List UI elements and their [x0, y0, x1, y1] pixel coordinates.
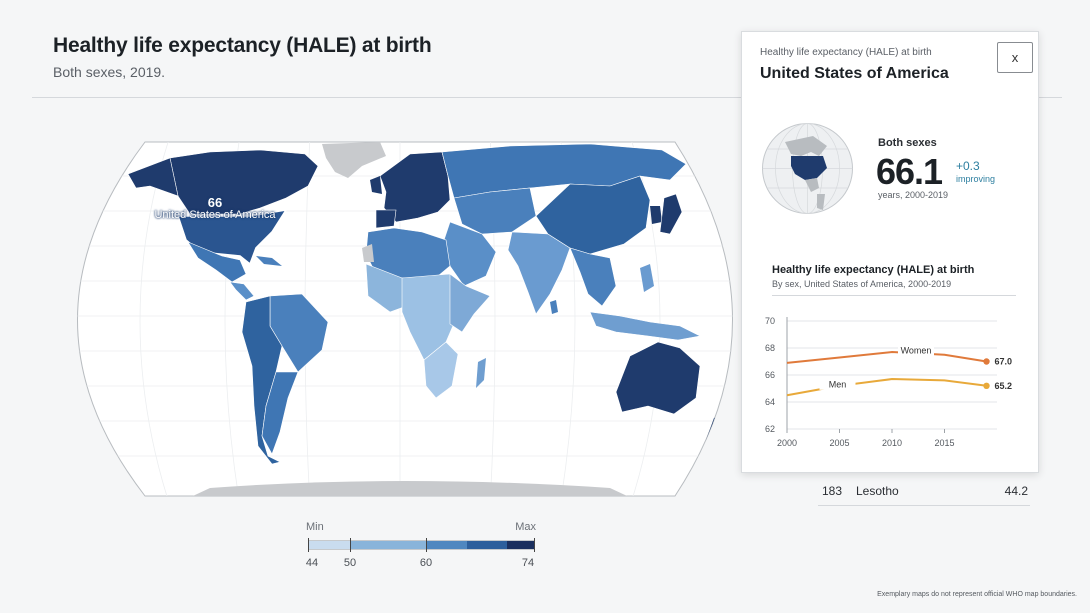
- chart-title: Healthy life expectancy (HALE) at birth: [772, 264, 975, 276]
- country-central-america[interactable]: [229, 281, 255, 301]
- country-philippines[interactable]: [640, 264, 654, 292]
- country-andes[interactable]: [241, 295, 283, 465]
- country-east-africa[interactable]: [449, 273, 491, 333]
- stat-trend: improving: [956, 174, 996, 184]
- country-antarctica[interactable]: [180, 481, 640, 502]
- stat-value: 66.1: [876, 151, 943, 192]
- legend-tick-mark-50: [350, 538, 351, 552]
- x-tick-label: 2015: [934, 438, 954, 448]
- country-madagascar[interactable]: [476, 358, 486, 388]
- legend-swatch-5: [507, 541, 534, 549]
- country-europe[interactable]: [379, 151, 451, 223]
- ranking-value: 44.2: [1004, 484, 1028, 498]
- y-tick-label: 62: [765, 424, 775, 434]
- country-southern-africa[interactable]: [423, 341, 459, 399]
- chart-subtitle: By sex, United States of America, 2000-2…: [772, 279, 952, 289]
- stat-group: Both sexes 66.1 +0.3 improving years, 20…: [876, 137, 995, 200]
- country-iberia[interactable]: [375, 209, 397, 229]
- country-sri-lanka[interactable]: [550, 300, 558, 314]
- legend-min-label: Min: [306, 521, 324, 533]
- stat-years: years, 2000-2019: [878, 190, 949, 200]
- country-australia[interactable]: [615, 341, 701, 415]
- selected-country-label: 66 United States of America: [148, 196, 282, 222]
- series-name-women: Women: [901, 346, 932, 356]
- map-disclaimer: Exemplary maps do not represent official…: [877, 591, 1077, 598]
- series-end-point-women: [983, 358, 990, 365]
- country-greenland[interactable]: [322, 142, 386, 178]
- globe-icon: [761, 122, 854, 215]
- series-name-bg-men: [819, 377, 856, 390]
- selected-country-name: United States of America: [154, 209, 276, 221]
- country-korea[interactable]: [650, 206, 662, 224]
- country-argentina[interactable]: [261, 371, 299, 455]
- page-subtitle: Both sexes, 2019.: [53, 64, 166, 80]
- country-canada[interactable]: [169, 149, 319, 215]
- series-name-men: Men: [829, 379, 847, 389]
- country-china[interactable]: [535, 175, 651, 255]
- header-divider: [32, 97, 1062, 98]
- country-detail-card: Healthy life expectancy (HALE) at birth …: [741, 31, 1039, 473]
- country-central-asia[interactable]: [453, 187, 537, 235]
- country-indonesia[interactable]: [589, 311, 701, 341]
- y-tick-label: 66: [765, 370, 775, 380]
- legend-tick-mark-44: [308, 538, 309, 552]
- country-uk[interactable]: [370, 176, 382, 194]
- country-west-africa[interactable]: [365, 263, 413, 313]
- x-tick-label: 2010: [882, 438, 902, 448]
- series-line-men: [786, 378, 987, 397]
- country-mexico[interactable]: [187, 241, 247, 283]
- series-end-point-men: [983, 382, 990, 389]
- ranking-rank: 183: [822, 484, 843, 498]
- legend-tick-74: 74: [521, 557, 535, 569]
- chart-divider: [772, 295, 1016, 296]
- x-tick-label: 2005: [829, 438, 849, 448]
- country-western-sahara[interactable]: [362, 244, 374, 262]
- country-alaska[interactable]: [127, 157, 179, 197]
- world-map[interactable]: 66 United States of America: [50, 136, 750, 506]
- y-tick-label: 68: [765, 343, 775, 353]
- y-tick-label: 70: [765, 316, 775, 326]
- legend-tick-44: 44: [305, 557, 319, 569]
- legend-swatch-4: [467, 541, 507, 549]
- legend-tick-50: 50: [343, 557, 357, 569]
- legend-swatch-3: [427, 541, 467, 549]
- y-tick-label: 64: [765, 397, 775, 407]
- legend-swatch-2: [351, 541, 427, 549]
- series-line-women: [786, 351, 987, 364]
- series-name-bg-women: [898, 344, 934, 357]
- page-title: Healthy life expectancy (HALE) at birth: [53, 34, 432, 57]
- country-caribbean[interactable]: [256, 256, 282, 266]
- card-country-title: United States of America: [760, 65, 949, 82]
- country-north-africa[interactable]: [365, 227, 451, 279]
- legend-swatch-1: [309, 541, 351, 549]
- country-japan[interactable]: [659, 193, 683, 235]
- stat-delta: +0.3: [956, 159, 980, 173]
- close-button[interactable]: x: [997, 42, 1033, 73]
- series-end-label-men: 65.2: [995, 381, 1013, 391]
- ranking-row[interactable]: 183 Lesotho 44.2: [818, 478, 1030, 506]
- selected-country-value: 66: [207, 195, 223, 210]
- legend-max-label: Max: [515, 521, 536, 533]
- series-end-label-women: 67.0: [995, 357, 1013, 367]
- legend-tick-60: 60: [419, 557, 433, 569]
- world-map-svg[interactable]: [50, 136, 750, 506]
- legend-tick-mark-60: [426, 538, 427, 552]
- x-tick-label: 2000: [777, 438, 797, 448]
- legend-tick-mark-74: [534, 538, 535, 552]
- card-kicker: Healthy life expectancy (HALE) at birth: [760, 47, 932, 58]
- country-southeast-asia[interactable]: [569, 247, 617, 307]
- stat-label: Both sexes: [878, 137, 937, 149]
- hale-line-chart: 62 64 66 68 70 2000 2005 2010 2015 67.0 Women 65.2 M…: [765, 316, 1013, 448]
- legend-color-bar: [308, 540, 535, 550]
- ranking-country: Lesotho: [856, 484, 899, 498]
